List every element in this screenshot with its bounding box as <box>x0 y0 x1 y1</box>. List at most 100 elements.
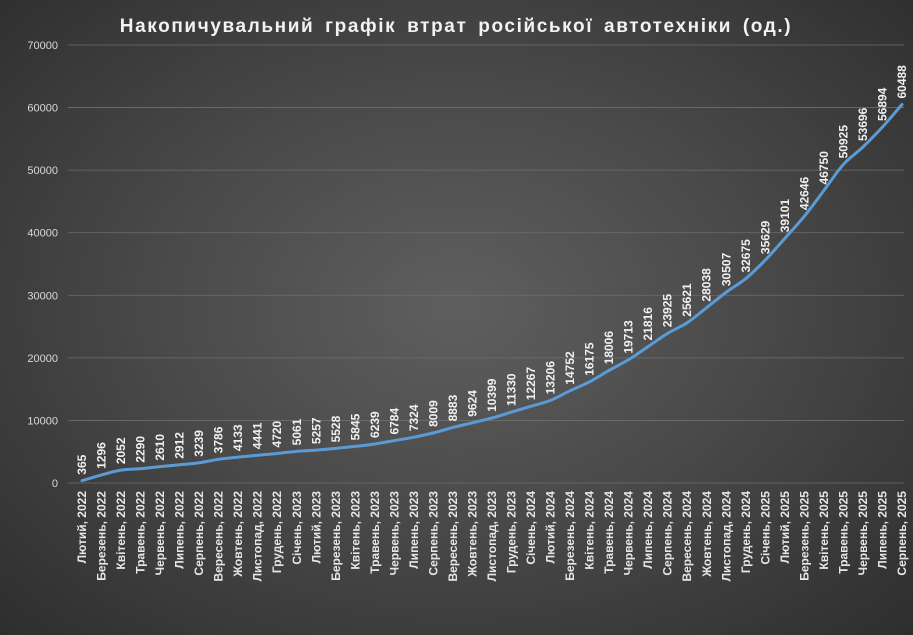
data-label: 28038 <box>700 268 714 302</box>
data-label: 39101 <box>778 199 792 233</box>
data-label: 2052 <box>114 437 128 464</box>
x-tick-label: Травень, 2025 <box>836 491 850 574</box>
x-tick-label: Червень, 2024 <box>622 491 636 576</box>
data-label: 3239 <box>192 430 206 457</box>
x-tick-label: Березень, 2025 <box>797 491 811 581</box>
x-tick-label: Липень, 2022 <box>173 491 187 569</box>
data-label: 1296 <box>95 442 109 469</box>
data-label: 4441 <box>251 422 265 449</box>
data-label: 56894 <box>875 87 889 121</box>
data-label: 12267 <box>524 367 538 401</box>
data-label: 14752 <box>563 351 577 385</box>
data-label: 42646 <box>797 176 811 210</box>
y-axis-ticks: 0 10000 20000 30000 40000 50000 60000 70000 <box>27 40 58 490</box>
x-tick-label: Липень, 2024 <box>641 491 655 569</box>
data-label: 6784 <box>387 408 401 435</box>
data-label: 25621 <box>680 283 694 317</box>
y-tick-label: 30000 <box>27 290 58 302</box>
x-tick-label: Вересень, 2024 <box>680 491 694 582</box>
data-label: 19713 <box>622 320 636 354</box>
x-tick-label: Травень, 2022 <box>134 491 148 574</box>
gridlines <box>68 44 904 484</box>
x-tick-label: Квітень, 2023 <box>348 491 362 570</box>
x-tick-label: Липень, 2023 <box>407 491 421 569</box>
data-label: 7324 <box>407 404 421 431</box>
x-tick-label: Лютий, 2024 <box>544 491 558 564</box>
y-tick-label: 50000 <box>27 165 58 177</box>
data-label: 365 <box>75 454 89 474</box>
x-tick-label: Грудень, 2023 <box>505 491 519 573</box>
data-label: 2290 <box>134 436 148 463</box>
data-label: 2610 <box>153 434 167 461</box>
data-label: 5528 <box>329 415 343 442</box>
data-label: 60488 <box>895 65 909 99</box>
chart-title: Накопичувальний графік втрат російської … <box>120 16 792 37</box>
data-label: 18006 <box>602 331 616 365</box>
x-tick-label: Квітень, 2022 <box>114 491 128 570</box>
x-tick-label: Квітень, 2024 <box>583 491 597 570</box>
x-tick-label: Січень, 2023 <box>290 491 304 565</box>
x-tick-label: Червень, 2025 <box>856 491 870 576</box>
data-label: 30507 <box>719 252 733 286</box>
x-tick-label: Червень, 2022 <box>153 491 167 576</box>
x-tick-label: Квітень, 2025 <box>817 491 831 570</box>
y-tick-label: 60000 <box>27 103 58 115</box>
x-tick-label: Вересень, 2022 <box>212 491 226 582</box>
data-label: 13206 <box>544 361 558 395</box>
data-label: 35629 <box>758 220 772 254</box>
x-tick-label: Лютий, 2025 <box>778 491 792 564</box>
x-tick-label: Серпень, 2024 <box>661 491 675 576</box>
x-tick-label: Березень, 2024 <box>563 491 577 581</box>
x-tick-label: Серпень, 2022 <box>192 491 206 576</box>
data-label: 50925 <box>836 125 850 159</box>
data-label: 8009 <box>426 400 440 427</box>
data-label: 16175 <box>583 342 597 376</box>
data-label: 2912 <box>173 432 187 459</box>
x-tick-label: Лютий, 2022 <box>75 491 89 564</box>
x-tick-label: Липень, 2025 <box>875 491 889 569</box>
data-label: 23925 <box>661 294 675 328</box>
data-label: 46750 <box>817 151 831 185</box>
data-label: 4133 <box>231 424 245 451</box>
data-label: 32675 <box>739 239 753 273</box>
y-tick-label: 40000 <box>27 228 58 240</box>
y-tick-label: 70000 <box>27 40 58 52</box>
data-label: 10399 <box>485 378 499 412</box>
data-label: 21816 <box>641 307 655 341</box>
x-tick-label: Травень, 2023 <box>368 491 382 574</box>
x-axis-ticks: Лютий, 2022 Березень, 2022 Квітень, 2022 Тр… <box>75 491 909 582</box>
data-label: 5845 <box>348 413 362 440</box>
x-tick-label: Листопад, 2022 <box>251 491 265 582</box>
data-labels: 365 1296 2052 2290 2610 2912 3239 3786 4133 4441 4… <box>75 65 909 475</box>
x-tick-label: Жовтень, 2022 <box>231 491 245 578</box>
data-label: 53696 <box>856 107 870 141</box>
x-tick-label: Грудень, 2022 <box>270 491 284 573</box>
x-tick-label: Грудень, 2024 <box>739 491 753 573</box>
x-tick-label: Серпень, 2025 <box>895 491 909 576</box>
y-tick-label: 10000 <box>27 415 58 427</box>
x-tick-label: Травень, 2024 <box>602 491 616 574</box>
x-tick-label: Жовтень, 2024 <box>700 491 714 578</box>
series-line <box>80 103 904 483</box>
data-label: 6239 <box>368 411 382 438</box>
data-label: 5061 <box>290 418 304 445</box>
series-line-layer <box>80 103 904 483</box>
x-tick-label: Березень, 2022 <box>95 491 109 581</box>
x-tick-label: Червень, 2023 <box>387 491 401 576</box>
y-tick-label: 0 <box>52 478 58 490</box>
x-tick-label: Серпень, 2023 <box>426 491 440 576</box>
x-tick-label: Січень, 2025 <box>758 491 772 565</box>
x-tick-label: Листопад, 2024 <box>719 491 733 582</box>
x-tick-label: Вересень, 2023 <box>446 491 460 582</box>
x-tick-label: Жовтень, 2023 <box>465 491 479 578</box>
data-label: 11330 <box>505 373 519 406</box>
x-tick-label: Січень, 2024 <box>524 491 538 565</box>
data-label: 4720 <box>270 420 284 447</box>
x-tick-label: Березень, 2023 <box>329 491 343 581</box>
data-label: 8883 <box>446 394 460 421</box>
x-tick-label: Лютий, 2023 <box>309 491 323 564</box>
data-label: 5257 <box>309 417 323 444</box>
x-tick-label: Листопад, 2023 <box>485 491 499 582</box>
data-label: 9624 <box>465 390 479 417</box>
